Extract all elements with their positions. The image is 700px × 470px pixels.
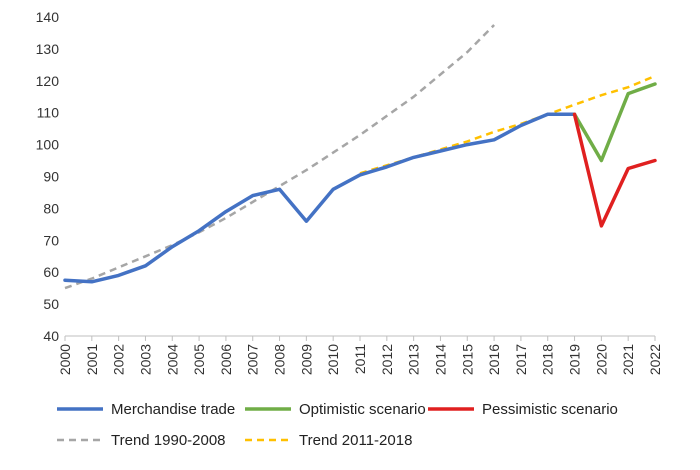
y-tick-label: 70 [43, 232, 59, 248]
x-tick-label: 2013 [406, 344, 422, 375]
x-tick-label: 2019 [567, 344, 583, 375]
series-line-optimistic-scenario [572, 82, 657, 163]
y-tick-label: 80 [43, 200, 59, 216]
x-tick-label: 2001 [84, 344, 100, 375]
x-tick-label: 2017 [513, 344, 529, 375]
x-tick-label: 2016 [486, 344, 502, 375]
x-tick-label: 2009 [298, 344, 314, 375]
series-line-merchandise-trade [63, 112, 577, 284]
series-line-trend-1990-2008 [64, 24, 495, 290]
y-tick-label: 130 [36, 41, 60, 57]
x-axis-ticks: 2000 2001 2002 2003 2004 2005 2006 2007 2008 2009… [57, 336, 663, 375]
y-axis-ticks: 40 50 60 70 80 90 100 110 120 130 140 [36, 9, 60, 344]
x-tick-label: 2022 [647, 344, 663, 375]
series-line-trend-2011-2018 [359, 74, 656, 175]
x-tick-label: 2011 [352, 344, 368, 374]
y-tick-label: 40 [43, 328, 59, 344]
x-tick-label: 2015 [459, 344, 475, 375]
legend-label-trend-2011-2018: Trend 2011-2018 [299, 432, 412, 449]
x-tick-label: 2012 [379, 344, 395, 375]
y-tick-label: 90 [43, 169, 59, 185]
x-tick-label: 2007 [245, 344, 261, 375]
x-tick-label: 2005 [191, 344, 207, 375]
series-layer [63, 24, 657, 290]
legend-label-trend-1990-2008: Trend 1990-2008 [111, 432, 226, 449]
x-tick-label: 2006 [218, 344, 234, 375]
x-tick-label: 2021 [620, 344, 636, 375]
x-tick-label: 2002 [111, 344, 127, 375]
legend-label-optimistic-scenario: Optimistic scenario [299, 401, 426, 418]
y-tick-label: 60 [43, 264, 59, 280]
legend-label-merchandise-trade: Merchandise trade [111, 401, 235, 418]
x-tick-label: 2008 [272, 344, 288, 375]
y-tick-label: 100 [36, 137, 60, 153]
x-tick-label: 2018 [540, 344, 556, 375]
series-line-pessimistic-scenario [572, 112, 657, 228]
y-tick-label: 110 [37, 105, 60, 121]
x-tick-label: 2020 [593, 344, 609, 375]
y-tick-label: 50 [43, 296, 59, 312]
x-tick-label: 2003 [137, 344, 153, 375]
x-tick-label: 2010 [325, 344, 341, 375]
x-tick-label: 2014 [432, 344, 448, 375]
legend-label-pessimistic-scenario: Pessimistic scenario [482, 401, 618, 418]
x-tick-label: 2004 [164, 344, 180, 375]
y-tick-label: 140 [36, 9, 60, 25]
x-tick-label: 2000 [57, 344, 73, 375]
y-tick-label: 120 [36, 73, 60, 89]
legend: Merchandise trade Optimistic scenario Pess… [57, 401, 618, 449]
